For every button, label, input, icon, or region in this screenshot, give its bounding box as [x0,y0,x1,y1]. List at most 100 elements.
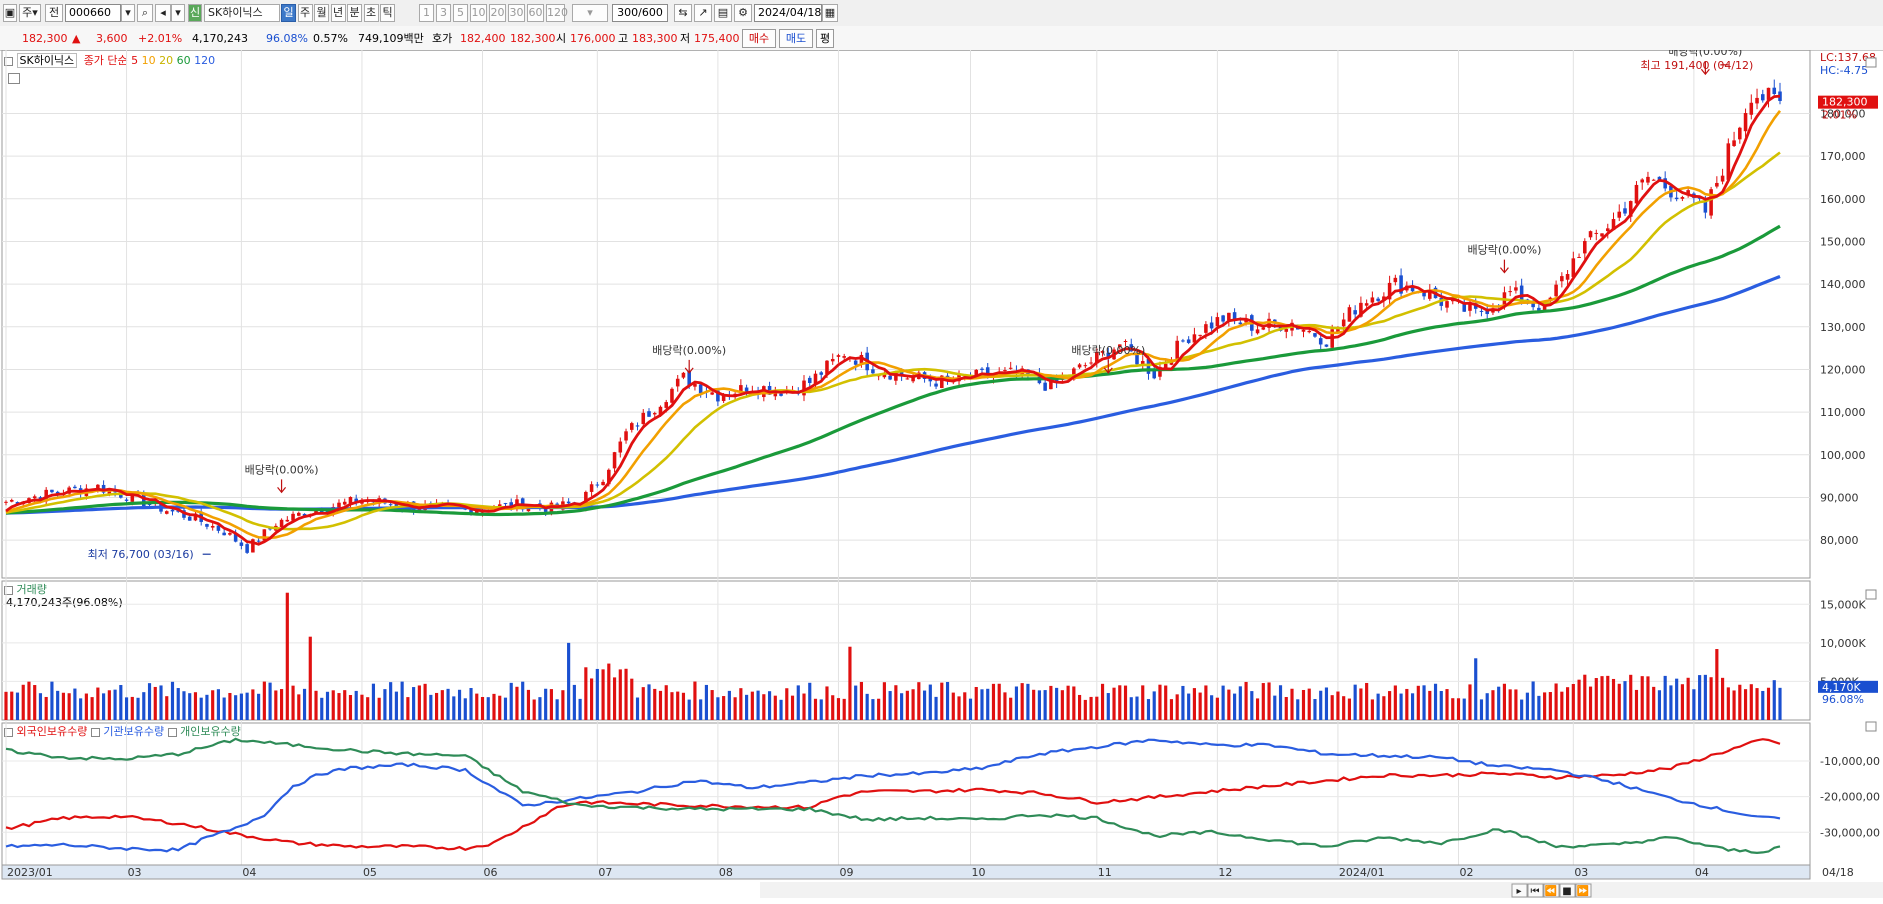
volume-bar [1032,689,1036,720]
volume-bar [10,691,14,720]
candle-body [1628,201,1633,217]
tick-button-60[interactable]: 60 [527,4,544,22]
chart-line-icon[interactable]: ↗ [694,4,712,22]
date-input[interactable]: 2024/04/18 [754,4,822,22]
evaluate-button[interactable]: 평 [816,29,834,48]
high-label: 고 [618,32,629,45]
auto-scale-icon[interactable]: ⇆ [674,4,692,22]
volume-bar [124,697,129,720]
count-input[interactable]: 300/600 [612,4,668,22]
calendar-icon[interactable]: ▦ [822,4,838,22]
volume-bar [44,696,48,720]
nav-button-1[interactable] [1527,883,1544,898]
x-tick-label: 09 [839,866,853,879]
institution-toggle-icon[interactable] [90,727,100,737]
volume-bar [1726,687,1730,720]
volume-bar [457,689,462,720]
save-icon[interactable]: ▤ [714,4,732,22]
bid-price-1: 182,400 [460,32,506,45]
tick-button-20[interactable]: 20 [489,4,506,22]
type-select[interactable]: 주▾ [19,4,41,22]
candle-body [164,511,169,514]
candle-body [1445,301,1449,308]
code-dropdown-icon[interactable]: ▾ [121,4,135,22]
buy-button[interactable]: 매수 [742,29,776,48]
candle-body [1651,179,1656,181]
period-button-6[interactable]: 틱 [380,4,395,22]
search-icon[interactable]: ⌕ [137,4,153,22]
y-tick-label: 150,000 [1820,235,1866,248]
candle-body [337,502,341,508]
volume-bar [84,693,88,720]
volume-toggle-icon[interactable] [4,585,13,595]
volume-bar [337,693,341,720]
volume-bar [314,690,318,720]
volume-bar [544,688,548,720]
candle-body [1095,352,1099,364]
candle-body [1611,219,1616,231]
holdings-toggle-icon[interactable] [4,727,13,737]
volume-bar [1485,693,1489,720]
quote-bar: 182,300 ▲ 3,600 +2.01% 4,170,243 96.08% … [0,26,1883,51]
volume-bar [1060,690,1064,720]
candle-body [1554,284,1558,297]
nav-button-0[interactable] [1511,883,1528,898]
candle-body [985,367,990,377]
period-button-3[interactable]: 년 [330,4,346,22]
x-tick-label: 2024/01 [1339,866,1385,879]
tick-button-1[interactable]: 1 [419,4,434,22]
volume-bar [279,689,284,720]
candle-body [1003,370,1007,372]
candle-body [871,369,875,374]
nav-button-3[interactable] [1559,883,1576,898]
period-button-5[interactable]: 초 [363,4,379,22]
period-button-4[interactable]: 분 [347,4,362,22]
volume-bar [142,692,146,720]
last-price-label: 182,300 [1822,96,1868,109]
volume-bar [1255,698,1260,720]
individual-toggle-icon[interactable] [167,727,177,737]
menu-icon[interactable]: ▣ [3,4,17,22]
panel-toggle-icon[interactable] [4,56,13,66]
speaker-icon[interactable]: ◂ [155,4,171,22]
period-button-1[interactable]: 주 [297,4,313,22]
volume-bar [1640,676,1644,720]
x-tick-label: 04 [1695,866,1709,879]
volume-bar [957,696,961,720]
volume-bar [1721,677,1725,720]
period-button-2[interactable]: 월 [314,4,329,22]
stock-code-input[interactable]: 000660 [65,4,121,22]
volume-bar [1393,685,1397,720]
tick-button-5[interactable]: 5 [453,4,468,22]
volume-bar [509,682,513,720]
speaker-dropdown-icon[interactable]: ▾ [171,4,185,22]
candle-body [807,377,812,383]
holdings-line-institution [5,738,1781,853]
nav-button-2[interactable] [1543,883,1560,898]
candle-body [1347,307,1352,322]
tick-button-10[interactable]: 10 [470,4,487,22]
tick-button-30[interactable]: 30 [508,4,525,22]
code-mode-button[interactable]: 전 [45,4,63,22]
volume-bar [808,682,812,720]
tick-button-3[interactable]: 3 [436,4,451,22]
chart-canvas[interactable]: 2023/01 03 04 05 06 07 08 09 10 11 12 2024/01 02 03 04… [0,50,1883,904]
volume-bar [1324,687,1329,720]
volume-bar [567,642,571,720]
volume-bar [859,681,864,720]
unit-dropdown[interactable]: ▾ [572,4,608,22]
nav-button-4[interactable] [1575,883,1592,898]
sell-button[interactable]: 매도 [779,29,813,48]
gear-icon[interactable]: ⚙ [734,4,752,22]
volume-bar [389,682,393,720]
low-price: 175,400 [694,32,740,45]
current-price: 182,300 [22,32,68,45]
period-button-0[interactable]: 일 [281,4,296,22]
nav-icon: ▸ [1516,886,1521,897]
volume-bar [1370,699,1374,720]
candle-body [630,423,634,430]
volume-bar [945,681,950,720]
volume-bar [854,685,858,720]
grid-toggle-icon[interactable] [8,73,20,84]
tick-button-120[interactable]: 120 [546,4,568,22]
